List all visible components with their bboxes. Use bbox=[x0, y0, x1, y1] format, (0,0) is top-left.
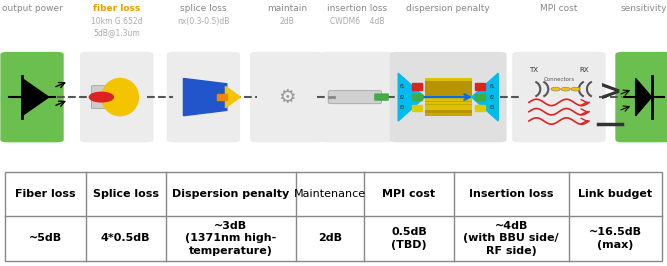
Polygon shape bbox=[412, 83, 422, 90]
Text: ⚙: ⚙ bbox=[278, 88, 295, 107]
Text: f1: f1 bbox=[400, 84, 405, 89]
Polygon shape bbox=[636, 78, 652, 116]
Text: >: > bbox=[599, 78, 622, 106]
Text: f2: f2 bbox=[490, 95, 495, 99]
Text: ~5dB: ~5dB bbox=[29, 233, 62, 243]
FancyBboxPatch shape bbox=[615, 52, 667, 142]
Polygon shape bbox=[475, 105, 485, 111]
Polygon shape bbox=[412, 105, 422, 111]
FancyBboxPatch shape bbox=[80, 52, 153, 142]
Polygon shape bbox=[475, 83, 485, 90]
Text: MPI cost: MPI cost bbox=[540, 4, 578, 13]
Polygon shape bbox=[22, 78, 49, 116]
Text: 2dB: 2dB bbox=[318, 233, 342, 243]
Text: 2dB: 2dB bbox=[279, 17, 294, 26]
FancyBboxPatch shape bbox=[250, 52, 323, 142]
Circle shape bbox=[561, 87, 570, 91]
Text: Fiber loss: Fiber loss bbox=[15, 189, 76, 199]
Text: 10km G.652d
5dB@1.3um: 10km G.652d 5dB@1.3um bbox=[91, 17, 143, 38]
Bar bbox=[425, 93, 472, 96]
FancyBboxPatch shape bbox=[320, 52, 394, 142]
Text: Link budget: Link budget bbox=[578, 189, 652, 199]
Text: output power: output power bbox=[1, 4, 63, 13]
Text: dispersion penalty: dispersion penalty bbox=[406, 4, 490, 13]
Bar bbox=[425, 96, 472, 98]
Text: Connectors: Connectors bbox=[544, 77, 574, 82]
Bar bbox=[425, 102, 472, 104]
Text: f1: f1 bbox=[490, 84, 495, 89]
Polygon shape bbox=[183, 78, 227, 116]
Text: ~16.5dB
(max): ~16.5dB (max) bbox=[589, 227, 642, 250]
Text: f3: f3 bbox=[490, 105, 495, 110]
Ellipse shape bbox=[101, 78, 139, 116]
Text: sensitivity: sensitivity bbox=[620, 4, 667, 13]
Text: 0.5dB
(TBD): 0.5dB (TBD) bbox=[391, 227, 427, 250]
Circle shape bbox=[89, 92, 113, 102]
Text: splice loss: splice loss bbox=[180, 4, 227, 13]
Polygon shape bbox=[412, 94, 422, 100]
Text: nx(0.3-0.5)dB: nx(0.3-0.5)dB bbox=[177, 17, 229, 26]
Text: f3: f3 bbox=[400, 105, 405, 110]
Text: f2: f2 bbox=[400, 95, 405, 99]
Bar bbox=[5, 172, 662, 261]
FancyBboxPatch shape bbox=[512, 52, 606, 142]
Text: fiber loss: fiber loss bbox=[93, 4, 140, 13]
Text: MPI cost: MPI cost bbox=[382, 189, 436, 199]
Bar bbox=[425, 105, 472, 107]
FancyBboxPatch shape bbox=[328, 90, 382, 104]
Text: Insertion loss: Insertion loss bbox=[469, 189, 554, 199]
Text: maintain: maintain bbox=[267, 4, 307, 13]
Text: RX: RX bbox=[580, 68, 589, 73]
FancyBboxPatch shape bbox=[1, 52, 64, 142]
Text: CWDM6    4dB: CWDM6 4dB bbox=[329, 17, 384, 26]
Text: TX: TX bbox=[529, 68, 538, 73]
FancyBboxPatch shape bbox=[167, 52, 240, 142]
Polygon shape bbox=[475, 94, 485, 100]
FancyBboxPatch shape bbox=[390, 52, 507, 142]
Bar bbox=[425, 110, 472, 113]
Bar bbox=[425, 107, 472, 110]
Bar bbox=[425, 78, 472, 116]
Circle shape bbox=[551, 87, 560, 91]
Text: ~4dB
(with BBU side/
RF side): ~4dB (with BBU side/ RF side) bbox=[464, 221, 559, 256]
Polygon shape bbox=[225, 86, 240, 108]
Circle shape bbox=[571, 87, 580, 91]
Text: Maintenance: Maintenance bbox=[294, 189, 366, 199]
Polygon shape bbox=[398, 73, 425, 121]
Text: Dispersion penalty: Dispersion penalty bbox=[172, 189, 289, 199]
Bar bbox=[425, 87, 472, 90]
FancyBboxPatch shape bbox=[91, 86, 107, 109]
Bar bbox=[425, 81, 472, 84]
Polygon shape bbox=[472, 73, 498, 121]
FancyBboxPatch shape bbox=[374, 93, 389, 101]
Text: 4*0.5dB: 4*0.5dB bbox=[101, 233, 151, 243]
Bar bbox=[425, 78, 472, 81]
Bar bbox=[425, 90, 472, 93]
Bar bbox=[425, 84, 472, 87]
Bar bbox=[425, 99, 472, 101]
Text: insertion loss: insertion loss bbox=[327, 4, 387, 13]
Text: Splice loss: Splice loss bbox=[93, 189, 159, 199]
Text: ~3dB
(1371nm high-
temperature): ~3dB (1371nm high- temperature) bbox=[185, 221, 277, 256]
Polygon shape bbox=[217, 94, 227, 100]
